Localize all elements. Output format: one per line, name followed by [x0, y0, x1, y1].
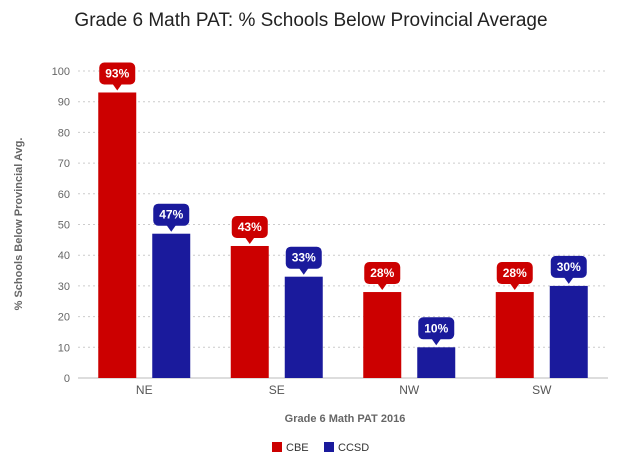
legend: CBE CCSD [272, 442, 369, 454]
data-label: 33% [285, 246, 322, 275]
y-tick-label: 10 [58, 342, 70, 354]
legend-swatch [324, 442, 334, 452]
y-tick-label: 0 [64, 373, 70, 385]
x-tick-label: SW [532, 383, 552, 397]
x-axis-categories: NE SE NW SW [136, 383, 552, 397]
y-tick-label: 60 [58, 189, 70, 201]
bar-series [98, 92, 588, 379]
y-axis-title: % Schools Below Provincial Avg. [13, 138, 25, 311]
data-label: 28% [364, 262, 401, 291]
data-label: 47% [153, 203, 190, 232]
legend-swatch [272, 442, 282, 452]
y-tick-label: 80 [58, 127, 70, 139]
y-tick-label: 30 [58, 281, 70, 293]
bar-cbe-se [230, 245, 269, 378]
bar-ccsd-se [284, 276, 323, 378]
svg-text:43%: 43% [238, 220, 262, 234]
bar-cbe-nw [363, 292, 402, 378]
data-label: 43% [231, 215, 268, 244]
y-axis-ticks: 0 10 20 30 40 50 60 70 80 90 100 [52, 66, 70, 385]
svg-text:47%: 47% [159, 208, 183, 222]
legend-label: CBE [286, 442, 309, 454]
data-labels: 93% 47% 43% 33% 28% 10% 28% 30% [99, 62, 587, 346]
y-tick-label: 90 [58, 97, 70, 109]
chart-title: Grade 6 Math PAT: % Schools Below Provin… [74, 10, 547, 31]
legend-label: CCSD [338, 442, 369, 454]
data-label: 93% [99, 62, 136, 91]
legend-item-ccsd[interactable]: CCSD [324, 442, 369, 454]
data-label: 28% [496, 262, 533, 291]
legend-item-cbe[interactable]: CBE [272, 442, 309, 454]
svg-text:30%: 30% [557, 260, 581, 274]
bar-ccsd-nw [417, 347, 456, 378]
y-tick-label: 20 [58, 312, 70, 324]
y-tick-label: 70 [58, 158, 70, 170]
y-tick-label: 100 [52, 66, 70, 78]
svg-text:93%: 93% [105, 66, 129, 80]
data-label: 10% [418, 317, 455, 346]
svg-text:33%: 33% [292, 251, 316, 265]
bar-cbe-ne [98, 92, 137, 379]
bar-cbe-sw [495, 292, 534, 378]
bar-ccsd-sw [549, 285, 588, 378]
y-tick-label: 50 [58, 220, 70, 232]
x-tick-label: SE [269, 383, 285, 397]
bar-ccsd-ne [152, 233, 191, 378]
svg-text:28%: 28% [370, 266, 394, 280]
x-tick-label: NE [136, 383, 153, 397]
y-tick-label: 40 [58, 250, 70, 262]
data-label: 30% [550, 255, 587, 284]
x-axis-title: Grade 6 Math PAT 2016 [285, 413, 406, 425]
x-tick-label: NW [399, 383, 420, 397]
svg-text:10%: 10% [424, 321, 448, 335]
svg-text:28%: 28% [503, 266, 527, 280]
